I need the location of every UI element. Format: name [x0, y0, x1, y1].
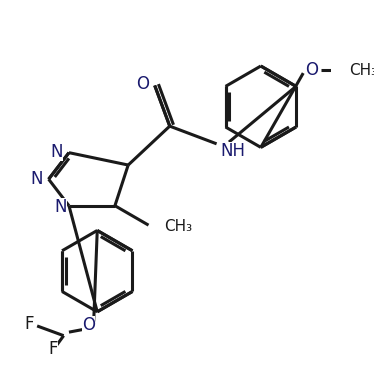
Text: F: F — [48, 340, 58, 358]
Text: N: N — [55, 199, 67, 216]
Text: F: F — [24, 315, 34, 333]
Text: O: O — [82, 316, 95, 334]
Text: N: N — [30, 170, 42, 188]
Text: CH₃: CH₃ — [349, 63, 374, 78]
Text: CH₃: CH₃ — [165, 219, 193, 234]
Text: NH: NH — [220, 142, 245, 160]
Text: O: O — [306, 61, 319, 80]
Text: O: O — [137, 75, 149, 93]
Text: N: N — [50, 143, 63, 161]
